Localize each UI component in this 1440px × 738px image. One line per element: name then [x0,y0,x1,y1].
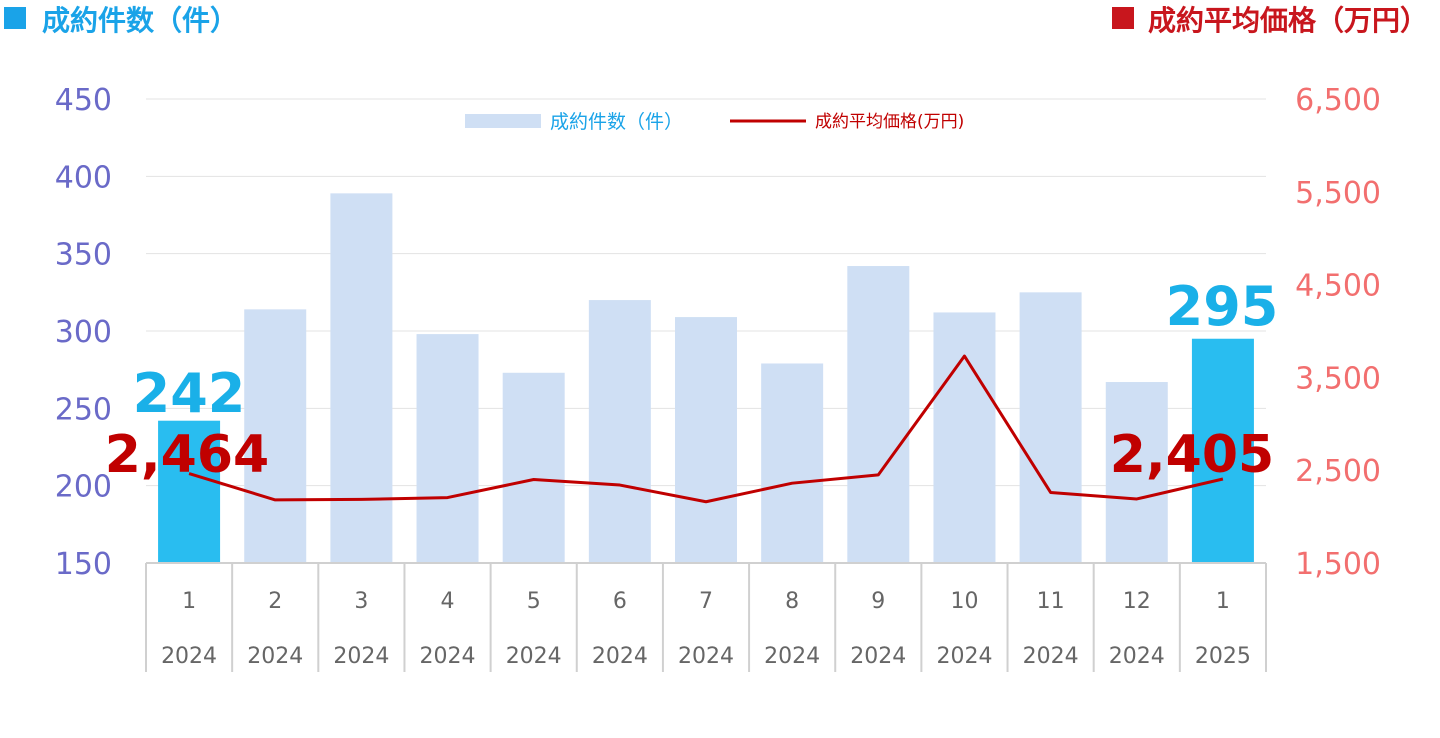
category-axis-frame [145,562,1267,672]
month-label: 1 [182,589,196,614]
bar-series [158,193,1254,563]
year-label: 2024 [936,644,992,669]
right-tick-label: 1,500 [1295,547,1381,582]
bar-12 [1105,382,1168,563]
legend-count-swatch [465,114,541,128]
legend-count-label: 成約件数（件） [550,111,683,133]
legend: 成約件数（件） 成約平均価格(万円) [465,111,964,133]
month-label: 12 [1123,589,1151,614]
year-label: 2024 [161,644,217,669]
month-label: 1 [1216,589,1230,614]
year-label: 2024 [247,644,303,669]
bar-10 [933,312,996,563]
year-label: 2025 [1195,644,1251,669]
bar-4 [416,334,479,563]
line-series [188,354,1224,504]
callout-last-price: 2,405 [1110,425,1274,485]
right-tick-label: 5,500 [1295,176,1381,211]
left-tick-label: 450 [55,83,112,118]
month-label: 2 [268,589,282,614]
month-label: 6 [613,589,627,614]
month-label: 5 [527,589,541,614]
year-label: 2024 [506,644,562,669]
bar-7 [675,317,737,563]
left-tick-label: 400 [55,160,112,195]
left-axis-ticks: 450 400 350 300 250 200 150 [55,83,112,582]
year-label: 2024 [850,644,906,669]
category-labels: 1 2024 2 2024 3 2024 4 2024 5 2024 6 2024 7 2024 8 2024… [161,589,1251,669]
bar-6 [588,300,651,563]
right-axis-ticks: 6,500 5,500 4,500 3,500 2,500 1,500 [1295,83,1381,582]
year-label: 2024 [333,644,389,669]
month-label: 4 [441,589,455,614]
legend-price-label: 成約平均価格(万円) [815,112,964,132]
right-axis-title: 成約平均価格（万円） [1148,4,1428,37]
month-label: 7 [699,589,713,614]
year-label: 2024 [592,644,648,669]
bar-2 [244,309,307,563]
callout-last-count: 295 [1166,275,1279,338]
left-header-marker [4,7,26,29]
month-label: 11 [1037,589,1065,614]
right-tick-label: 4,500 [1295,269,1381,304]
left-tick-label: 250 [55,392,112,427]
bar-5 [502,372,565,563]
bar-11 [1019,292,1082,563]
left-tick-label: 150 [55,547,112,582]
year-label: 2024 [420,644,476,669]
month-label: 9 [871,589,885,614]
year-label: 2024 [1023,644,1079,669]
month-label: 3 [354,589,368,614]
right-header-marker [1112,7,1134,29]
right-tick-label: 2,500 [1295,454,1381,489]
left-axis-title: 成約件数（件） [42,4,238,37]
callout-first-count: 242 [133,362,246,425]
bar-13 [1191,338,1254,563]
bar-3 [330,193,393,563]
bar-9 [847,266,910,563]
right-tick-label: 3,500 [1295,361,1381,396]
left-tick-label: 300 [55,315,112,350]
bar-1 [158,420,221,563]
year-label: 2024 [1109,644,1165,669]
left-tick-label: 350 [55,238,112,273]
price-line [188,354,1224,504]
bar-8 [761,363,824,563]
callout-first-price: 2,464 [105,425,269,485]
month-label: 8 [785,589,799,614]
left-tick-label: 200 [55,470,112,505]
year-label: 2024 [678,644,734,669]
right-tick-label: 6,500 [1295,83,1381,118]
year-label: 2024 [764,644,820,669]
month-label: 10 [950,589,978,614]
